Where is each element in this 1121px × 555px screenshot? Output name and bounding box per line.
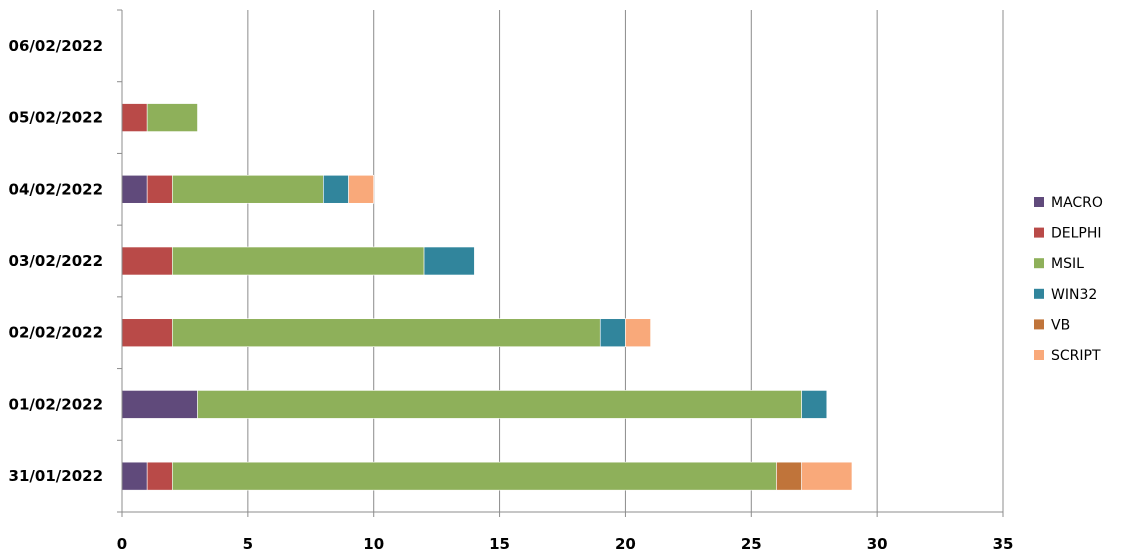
- legend-label-script: SCRIPT: [1051, 348, 1101, 364]
- bar-vb-31/01/2022: [776, 461, 802, 491]
- x-tick-label: 35: [993, 535, 1014, 553]
- legend-swatch-vb: [1034, 319, 1044, 330]
- y-tick-label: 03/02/2022: [9, 252, 103, 270]
- legend-label-win32: WIN32: [1051, 287, 1097, 303]
- bar-delphi-04/02/2022: [146, 174, 173, 204]
- legend-swatch-script: [1034, 350, 1044, 360]
- legend-swatch-macro: [1034, 197, 1044, 207]
- bar-script-04/02/2022: [348, 174, 375, 204]
- legend-swatch-msil: [1034, 258, 1044, 269]
- y-tick-labels: 31/01/2022 01/02/2022 02/02/2022 03/02/2022…: [9, 37, 103, 485]
- bar-win32-03/02/2022: [423, 246, 475, 276]
- x-tick-label: 20: [615, 535, 636, 553]
- legend-label-vb: VB: [1051, 317, 1070, 333]
- x-tick-label: 10: [363, 535, 384, 553]
- bar-delphi-05/02/2022: [121, 103, 148, 132]
- y-tick-label: 01/02/2022: [9, 395, 103, 413]
- bar-script-02/02/2022: [625, 318, 651, 348]
- bar-win32-01/02/2022: [801, 390, 828, 419]
- bar-macro-31/01/2022: [121, 461, 148, 491]
- y-tick-label: 05/02/2022: [9, 109, 103, 127]
- y-tick-label: 06/02/2022: [9, 37, 103, 55]
- bar-win32-04/02/2022: [323, 174, 349, 204]
- bar-win32-02/02/2022: [599, 318, 626, 348]
- bar-msil-03/02/2022: [172, 246, 425, 276]
- legend-label-macro: MACRO: [1051, 195, 1103, 211]
- axes: [117, 9, 1004, 517]
- legend-swatch-delphi: [1034, 227, 1044, 238]
- bar-macro-01/02/2022: [121, 390, 198, 419]
- legend-swatch-win32: [1034, 288, 1044, 299]
- bar-msil-01/02/2022: [197, 390, 802, 419]
- y-tick-label: 02/02/2022: [9, 324, 103, 342]
- bar-msil-31/01/2022: [172, 461, 777, 491]
- y-tick-label: 04/02/2022: [9, 180, 103, 198]
- bars: [121, 103, 853, 491]
- bar-msil-02/02/2022: [172, 318, 601, 348]
- x-tick-label: 15: [489, 535, 510, 553]
- bar-msil-05/02/2022: [146, 103, 198, 132]
- x-tick-label: 0: [117, 535, 127, 553]
- bar-delphi-31/01/2022: [146, 461, 173, 491]
- x-tick-label: 30: [867, 535, 888, 553]
- bar-msil-04/02/2022: [172, 174, 324, 204]
- x-tick-label: 5: [243, 535, 253, 553]
- y-tick-label: 31/01/2022: [9, 467, 103, 485]
- legend: MACRO DELPHI MSIL WIN32 VB SCRIPT: [1034, 195, 1103, 364]
- grid-lines: [247, 10, 1004, 512]
- bar-script-31/01/2022: [801, 461, 853, 491]
- x-tick-label: 25: [741, 535, 762, 553]
- bar-delphi-03/02/2022: [121, 246, 173, 276]
- bar-macro-04/02/2022: [121, 174, 148, 204]
- bar-delphi-02/02/2022: [121, 318, 173, 348]
- legend-label-delphi: DELPHI: [1051, 226, 1102, 242]
- legend-label-msil: MSIL: [1051, 256, 1084, 272]
- x-tick-labels: 0 5 10 15 20 25 30 35: [117, 535, 1014, 553]
